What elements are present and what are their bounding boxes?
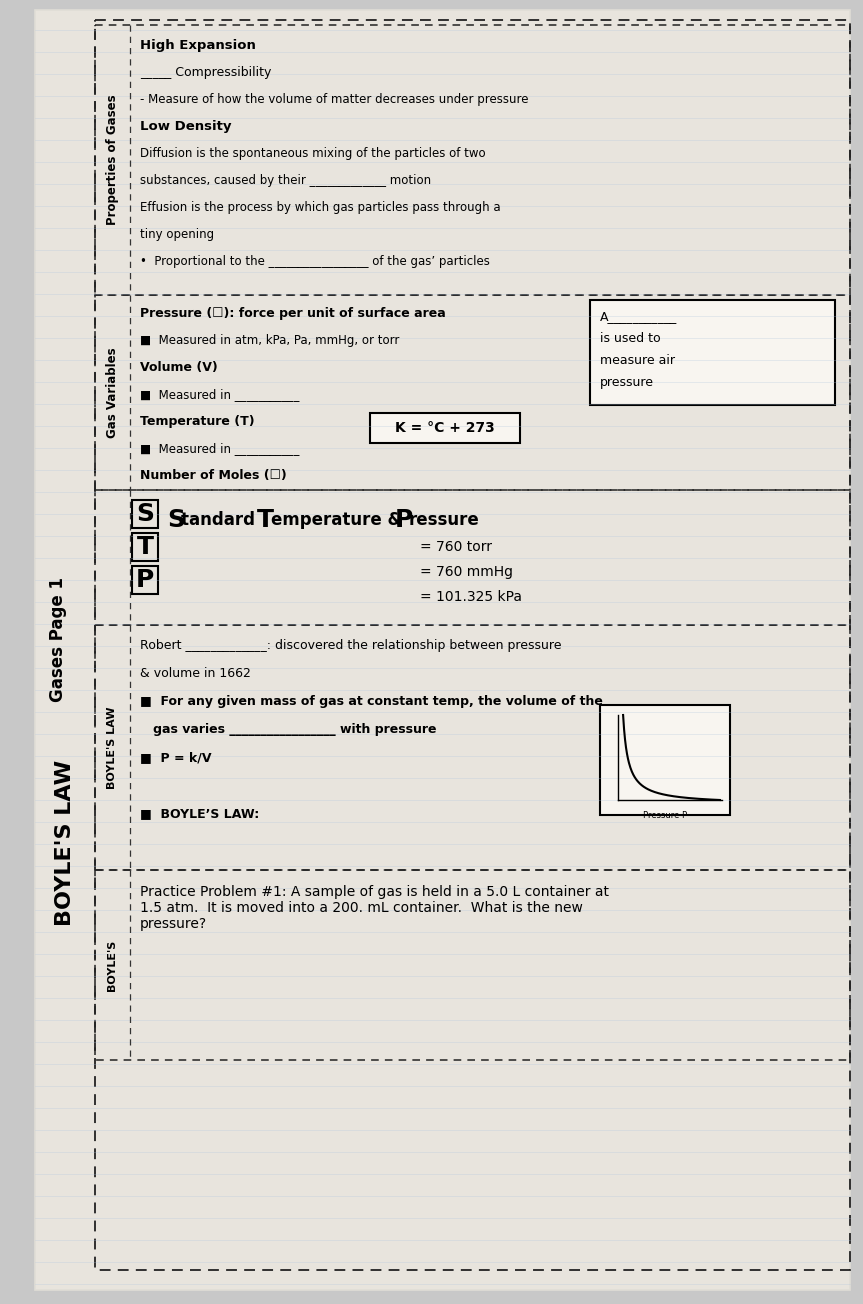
Text: ■  Measured in ___________: ■ Measured in ___________ — [140, 389, 299, 402]
Bar — [600, 705, 730, 815]
Text: Temperature (T): Temperature (T) — [140, 415, 255, 428]
Text: tiny opening: tiny opening — [140, 228, 214, 241]
Text: Gas Variables: Gas Variables — [105, 347, 118, 438]
Bar — [590, 300, 835, 406]
Text: Volume (V): Volume (V) — [140, 361, 217, 374]
Text: Diffusion is the spontaneous mixing of the particles of two: Diffusion is the spontaneous mixing of t… — [140, 147, 486, 160]
Bar — [132, 533, 158, 561]
Text: _____ Compressibility: _____ Compressibility — [140, 67, 271, 80]
Text: gas varies _________________ with pressure: gas varies _________________ with pressu… — [140, 722, 437, 735]
Bar — [95, 20, 850, 1270]
Text: S: S — [136, 502, 154, 526]
Text: Gases Page 1: Gases Page 1 — [49, 578, 67, 703]
Text: tandard: tandard — [181, 511, 267, 529]
Text: BOYLE'S: BOYLE'S — [107, 939, 117, 991]
Text: Pressure P: Pressure P — [643, 811, 687, 820]
Text: & volume in 1662: & volume in 1662 — [140, 668, 251, 679]
Text: measure air: measure air — [600, 353, 675, 366]
Text: Number of Moles (☐): Number of Moles (☐) — [140, 469, 287, 482]
Text: ■  P = k/V: ■ P = k/V — [140, 751, 211, 764]
Text: = 101.325 kPa: = 101.325 kPa — [420, 589, 522, 604]
Bar — [95, 25, 850, 295]
Text: Robert _____________: discovered the relationship between pressure: Robert _____________: discovered the rel… — [140, 639, 562, 652]
Text: substances, caused by their _____________ motion: substances, caused by their ____________… — [140, 173, 432, 186]
Text: •  Proportional to the _________________ of the gas’ particles: • Proportional to the _________________ … — [140, 256, 490, 269]
Text: A___________: A___________ — [600, 310, 677, 323]
Text: T: T — [136, 535, 154, 559]
Text: Pressure (☐): force per unit of surface area: Pressure (☐): force per unit of surface … — [140, 306, 446, 319]
Bar — [132, 566, 158, 595]
Text: S: S — [167, 509, 185, 532]
Text: ressure: ressure — [409, 511, 480, 529]
Bar — [370, 413, 520, 443]
Text: P: P — [395, 509, 413, 532]
Text: P: P — [135, 569, 154, 592]
Text: K = °C + 273: K = °C + 273 — [395, 421, 494, 436]
Text: emperature &: emperature & — [271, 511, 407, 529]
Text: Low Density: Low Density — [140, 120, 231, 133]
Text: ■  BOYLE’S LAW:: ■ BOYLE’S LAW: — [140, 807, 259, 820]
Bar — [132, 499, 158, 528]
Bar — [95, 870, 850, 1060]
Text: ■  For any given mass of gas at constant temp, the volume of the: ■ For any given mass of gas at constant … — [140, 695, 603, 708]
Bar — [95, 490, 850, 625]
Text: BOYLE'S LAW: BOYLE'S LAW — [107, 707, 117, 789]
Text: = 760 mmHg: = 760 mmHg — [420, 565, 513, 579]
Text: ■  Measured in atm, kPa, Pa, mmHg, or torr: ■ Measured in atm, kPa, Pa, mmHg, or tor… — [140, 334, 400, 347]
Bar — [95, 625, 850, 870]
Text: Effusion is the process by which gas particles pass through a: Effusion is the process by which gas par… — [140, 201, 501, 214]
Text: - Measure of how the volume of matter decreases under pressure: - Measure of how the volume of matter de… — [140, 93, 528, 106]
Text: Practice Problem #1: A sample of gas is held in a 5.0 L container at
1.5 atm.  I: Practice Problem #1: A sample of gas is … — [140, 885, 609, 931]
Text: is used to: is used to — [600, 333, 660, 346]
Text: High Expansion: High Expansion — [140, 39, 255, 52]
Text: T: T — [257, 509, 274, 532]
Text: BOYLE'S LAW: BOYLE'S LAW — [55, 759, 75, 926]
Text: pressure: pressure — [600, 376, 654, 389]
Text: = 760 torr: = 760 torr — [420, 540, 492, 554]
Text: ■  Measured in ___________: ■ Measured in ___________ — [140, 442, 299, 455]
Bar — [95, 295, 850, 490]
Text: Properties of Gases: Properties of Gases — [105, 95, 118, 226]
